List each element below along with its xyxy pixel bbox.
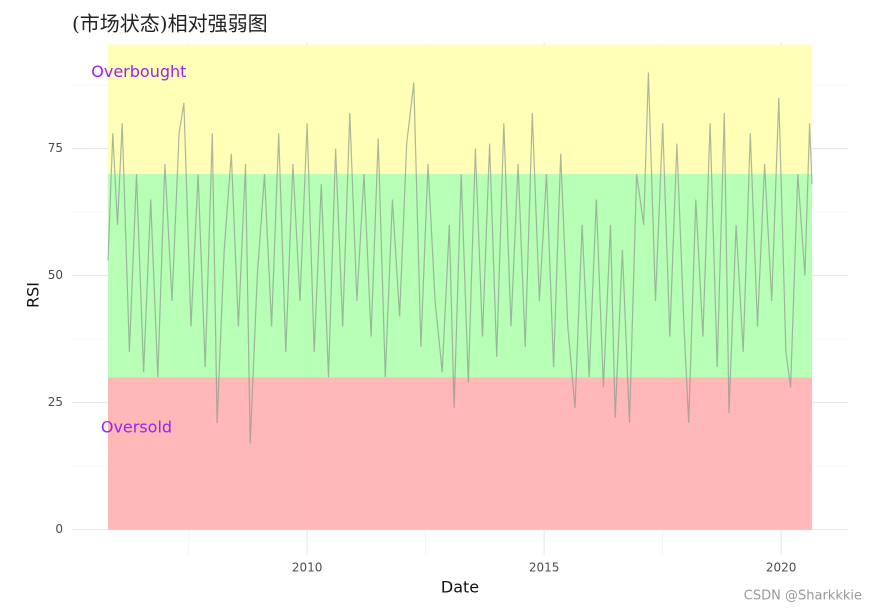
y-tick-label: 75 — [48, 141, 63, 155]
x-tick-label: 2010 — [292, 561, 323, 575]
y-tick-label: 25 — [48, 395, 63, 409]
rsi-line — [107, 72, 813, 444]
x-axis-label: Date — [441, 578, 479, 597]
band — [108, 377, 812, 530]
annotation: Overbought — [91, 62, 186, 81]
watermark: CSDN @Sharkkkie — [744, 589, 862, 604]
band — [108, 44, 812, 175]
y-tick-label: 0 — [55, 522, 63, 536]
y-axis-label: RSI — [24, 282, 43, 308]
annotation: Oversold — [101, 418, 172, 437]
x-tick-label: 2020 — [766, 561, 797, 575]
chart-title: (市场状态)相对强弱图 — [72, 12, 268, 36]
x-tick-label: 2015 — [529, 561, 560, 575]
y-tick-label: 50 — [48, 268, 63, 282]
